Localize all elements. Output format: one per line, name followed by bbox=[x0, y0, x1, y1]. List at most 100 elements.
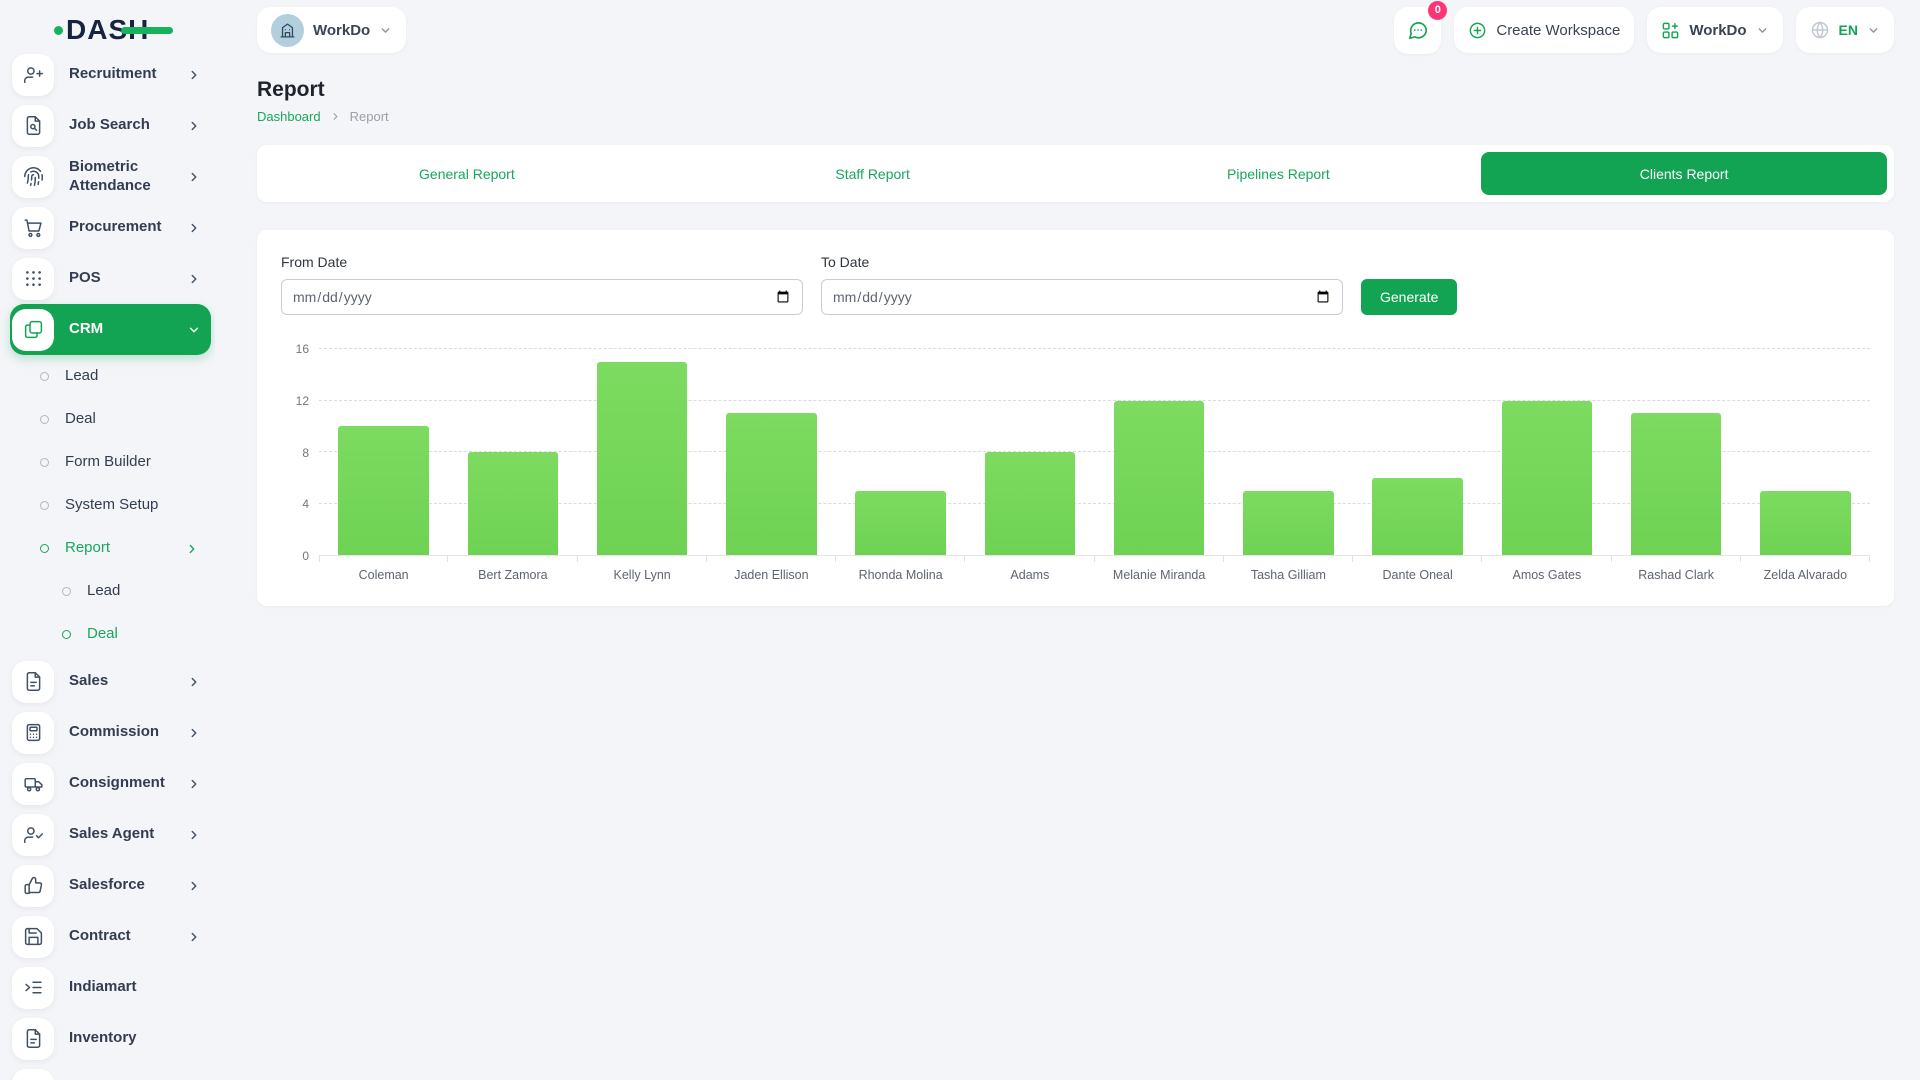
gridline bbox=[319, 348, 1870, 349]
grid-plus-icon bbox=[1661, 21, 1680, 40]
chevron-right-icon bbox=[187, 777, 201, 791]
sidebar-item-pos[interactable]: POS bbox=[10, 253, 211, 304]
bar-bert-zamora bbox=[467, 452, 559, 555]
chevron-right-icon bbox=[187, 221, 201, 235]
sidebar-nav: Recruitment Job Search Biometric Attendanc… bbox=[0, 49, 215, 1080]
app-switcher[interactable]: WorkDo bbox=[1647, 7, 1783, 53]
sidebar-item-report[interactable]: Report bbox=[10, 527, 211, 570]
file-search-icon bbox=[12, 104, 54, 147]
tab-general-report[interactable]: General Report bbox=[419, 165, 515, 182]
sidebar-item-inventory[interactable]: Inventory bbox=[10, 1013, 211, 1064]
x-category-label: Rhonda Molina bbox=[858, 568, 943, 582]
bullet-icon bbox=[40, 372, 49, 381]
sidebar-item-label: Salesforce bbox=[69, 876, 145, 894]
bar-coleman bbox=[338, 426, 429, 555]
from-date-input[interactable] bbox=[281, 279, 803, 315]
sidebar-item-sales-agent[interactable]: Sales Agent bbox=[10, 809, 211, 860]
sidebar-item-job-search[interactable]: Job Search bbox=[10, 100, 211, 151]
sidebar-item-label: Sales Agent bbox=[69, 825, 155, 843]
sidebar-item-biometric-attendance[interactable]: Biometric Attendance bbox=[10, 151, 211, 202]
language-selector[interactable]: EN bbox=[1795, 7, 1894, 53]
sidebar-item-commission[interactable]: Commission bbox=[10, 707, 211, 758]
chart-y-axis: 0 4 8 12 16 bbox=[281, 342, 319, 563]
bar-slot bbox=[1095, 349, 1225, 562]
sidebar-item-crm[interactable]: CRM bbox=[10, 304, 211, 355]
sidebar: DASH Recruitment Job Search Biometric Atte… bbox=[0, 0, 215, 1080]
chevron-right-icon bbox=[187, 930, 201, 944]
to-date-label: To Date bbox=[821, 254, 870, 270]
tab-staff-report[interactable]: Staff Report bbox=[835, 165, 910, 182]
sidebar-item-sales[interactable]: Sales bbox=[10, 656, 211, 707]
create-workspace-button[interactable]: Create Workspace bbox=[1454, 7, 1635, 53]
bar-tasha-gilliam bbox=[1243, 490, 1334, 555]
report-panel: From Date To Date Generate 0 4 8 12 16 Colem… bbox=[257, 230, 1894, 606]
sidebar-item-label: Job Search bbox=[69, 116, 150, 134]
sidebar-item-label: Contract bbox=[69, 927, 131, 945]
breadcrumb: Dashboard Report bbox=[257, 109, 1894, 124]
content: Report Dashboard Report General Report St… bbox=[215, 60, 1920, 606]
x-category-label: Tasha Gilliam bbox=[1250, 568, 1326, 582]
chevron-right-icon bbox=[187, 272, 201, 286]
sidebar-item-deal[interactable]: Deal bbox=[10, 398, 211, 441]
bullet-icon bbox=[40, 501, 49, 510]
y-tick-label: 4 bbox=[302, 497, 309, 512]
file-icon bbox=[12, 1068, 54, 1080]
sidebar-item-item[interactable] bbox=[10, 1064, 211, 1080]
bar-kelly-lynn bbox=[596, 361, 688, 555]
sidebar-item-form-builder[interactable]: Form Builder bbox=[10, 441, 211, 484]
sidebar-item-lead[interactable]: Lead bbox=[10, 355, 211, 398]
chevron-right-icon bbox=[187, 170, 201, 184]
chat-icon bbox=[1408, 22, 1427, 40]
brand-logo[interactable]: DASH bbox=[0, 0, 215, 60]
from-date-group: From Date bbox=[281, 254, 803, 315]
chevron-right-icon bbox=[185, 542, 199, 556]
sidebar-item-lead[interactable]: Lead bbox=[10, 570, 211, 613]
bar-slot bbox=[707, 349, 837, 562]
chart-plot bbox=[319, 348, 1871, 562]
sidebar-item-label: Procurement bbox=[69, 218, 162, 236]
x-category-label: Coleman bbox=[358, 568, 409, 582]
sidebar-item-deal[interactable]: Deal bbox=[10, 613, 211, 656]
sidebar-item-label: Biometric Attendance bbox=[69, 157, 151, 194]
sidebar-item-contract[interactable]: Contract bbox=[10, 911, 211, 962]
y-tick-label: 8 bbox=[302, 445, 309, 460]
bar-slot bbox=[965, 349, 1095, 562]
sidebar-item-indiamart[interactable]: Indiamart bbox=[10, 962, 211, 1013]
bar-amos-gates bbox=[1501, 400, 1593, 555]
sidebar-item-recruitment[interactable]: Recruitment bbox=[10, 49, 211, 100]
chevron-right-icon bbox=[187, 119, 201, 133]
bar-slot bbox=[319, 349, 449, 562]
workspace-selector[interactable]: WorkDo bbox=[257, 7, 407, 53]
workspace-name: WorkDo bbox=[313, 21, 371, 39]
chevron-down-icon bbox=[379, 24, 392, 37]
bar-slot bbox=[448, 349, 578, 562]
gridline bbox=[319, 502, 1870, 504]
tab-clients-report[interactable]: Clients Report bbox=[1481, 152, 1887, 195]
language-code: EN bbox=[1838, 22, 1858, 38]
bar-adams bbox=[984, 452, 1076, 555]
bar-slot bbox=[836, 349, 966, 562]
sidebar-item-consignment[interactable]: Consignment bbox=[10, 758, 211, 809]
messages-button[interactable]: 0 bbox=[1394, 0, 1448, 54]
sidebar-item-procurement[interactable]: Procurement bbox=[10, 202, 211, 253]
to-date-input[interactable] bbox=[821, 279, 1343, 315]
sidebar-item-system-setup[interactable]: System Setup bbox=[10, 484, 211, 527]
logo-dot-icon bbox=[54, 25, 63, 35]
sidebar-item-label: Commission bbox=[69, 723, 160, 741]
x-category-label: Dante Oneal bbox=[1382, 568, 1453, 582]
plus-circle-icon bbox=[1468, 21, 1487, 40]
chevron-down-icon bbox=[1867, 24, 1880, 37]
bar-slot bbox=[1224, 349, 1354, 562]
breadcrumb-dashboard-link[interactable]: Dashboard bbox=[257, 109, 321, 124]
tab-pipelines-report[interactable]: Pipelines Report bbox=[1227, 165, 1330, 182]
globe-icon bbox=[1810, 20, 1830, 40]
user-plus-icon bbox=[12, 53, 54, 96]
bar-melanie-miranda bbox=[1113, 400, 1205, 555]
bullet-icon bbox=[62, 630, 71, 639]
chevron-down-icon bbox=[187, 323, 201, 337]
sidebar-item-salesforce[interactable]: Salesforce bbox=[10, 860, 211, 911]
sidebar-item-label: Recruitment bbox=[69, 65, 157, 83]
bar-slot bbox=[1741, 349, 1871, 562]
x-category-label: Zelda Alvarado bbox=[1763, 568, 1848, 582]
generate-button[interactable]: Generate bbox=[1361, 279, 1458, 315]
